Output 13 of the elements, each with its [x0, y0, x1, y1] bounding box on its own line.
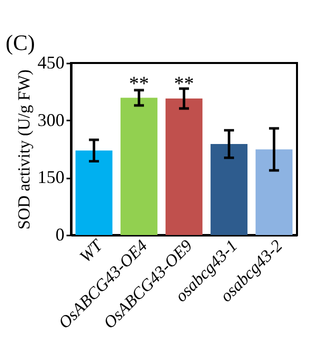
text: (C) — [6, 30, 35, 55]
annotation: ** — [128, 73, 149, 96]
y-tick-label: 450 — [38, 52, 64, 72]
y-axis-title: SOD activity (U/g FW) — [14, 69, 34, 230]
y-tick-label: 300 — [38, 110, 64, 130]
bar — [76, 150, 112, 235]
y-tick-label: 0 — [56, 224, 64, 244]
bar — [120, 98, 158, 235]
bar — [256, 149, 292, 235]
y-tick-label: 150 — [38, 167, 64, 188]
annotation: ** — [174, 73, 194, 96]
bar — [210, 144, 248, 235]
bar — [166, 98, 202, 235]
